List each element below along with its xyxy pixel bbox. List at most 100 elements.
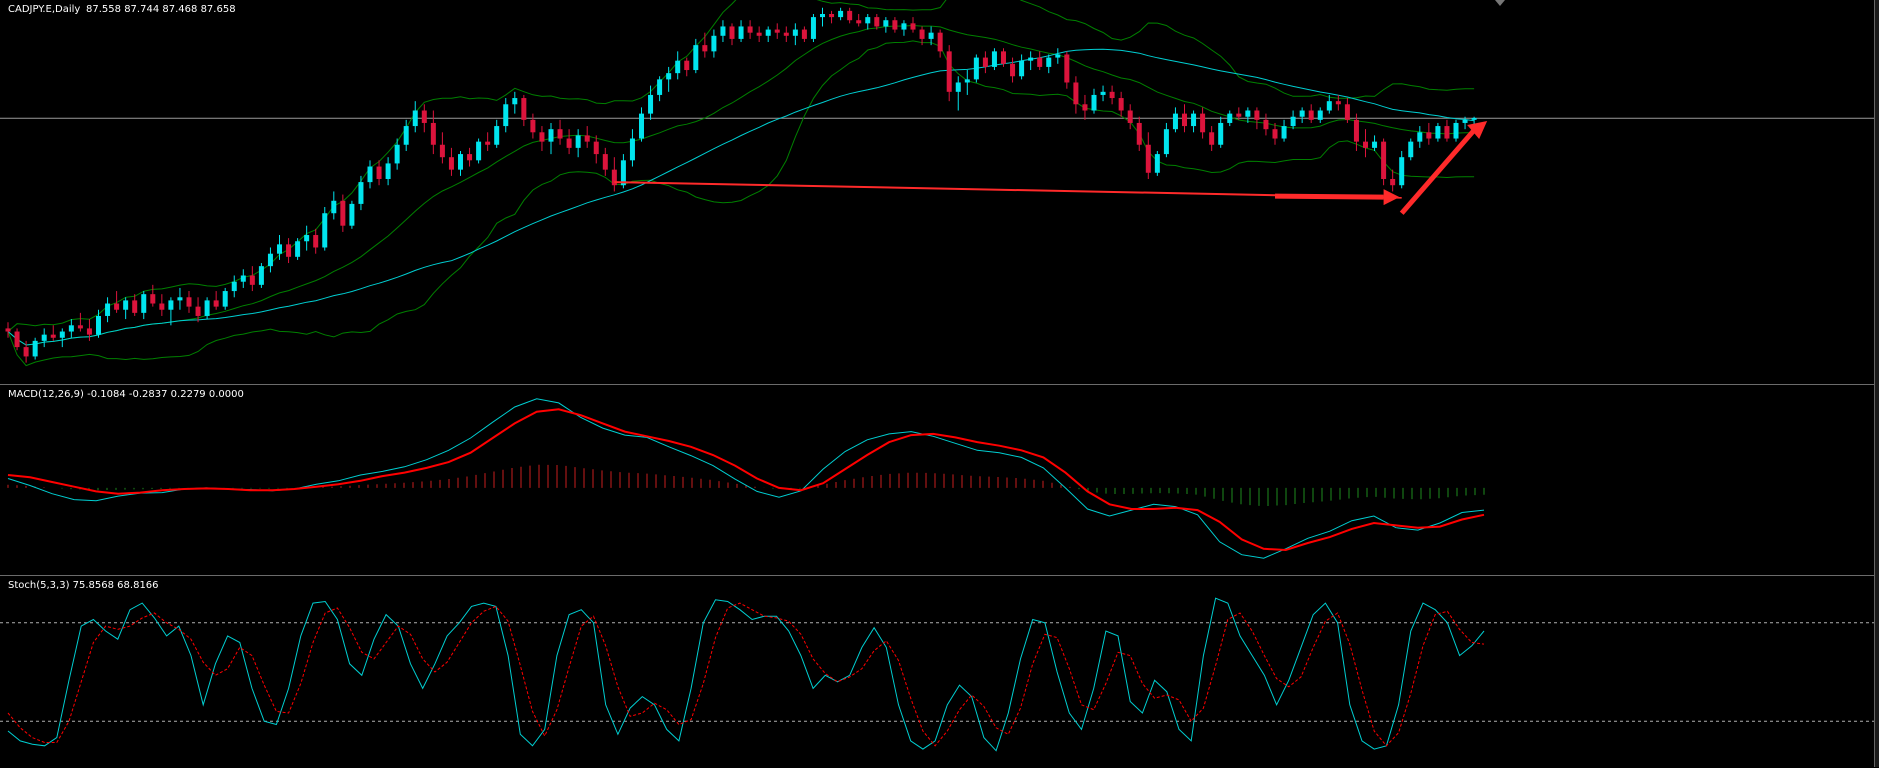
candle-body [810,17,816,39]
candle-body [973,57,979,80]
stochastic-main-line [7,597,1485,752]
candle-body [96,315,101,335]
candle-body [593,141,599,155]
stochastic-chart[interactable] [0,576,1875,768]
candle-body [602,154,608,170]
candle-body [1462,119,1468,123]
candle-body [720,26,726,36]
candle-body [41,334,47,341]
candle-body [1399,157,1405,186]
candle-body [476,141,482,161]
candle-body [711,35,717,52]
candle-body [286,244,292,257]
bollinger-upper-band [7,0,1475,332]
uptrend-arrow-shaft [1399,127,1478,215]
candle-body [204,300,210,316]
stochastic-pane[interactable]: Stoch(5,3,3) 75.8568 68.8166 [0,575,1879,767]
macd-pane[interactable]: MACD(12,26,9) -0.1084 -0.2837 0.2279 0.0… [0,384,1879,574]
horizontal-arrow-shaft [1274,193,1384,200]
candle-body [1136,122,1142,145]
candle-body [919,29,925,39]
candle-body [439,144,445,158]
candle-body [1272,129,1278,139]
candle-body [132,300,138,313]
candle-body [1390,178,1396,186]
candle-body [458,154,463,170]
candle-body [50,334,56,338]
candle-body [213,300,219,307]
candle-body [32,340,38,357]
candle-body [666,73,672,80]
price-pane[interactable]: CADJPY.E,Daily 87.558 87.744 87.468 87.6… [0,0,1879,383]
candle-body [1227,113,1233,123]
candle-body [639,113,644,139]
candle-body [394,144,400,164]
candle-body [5,328,11,332]
candle-body [249,275,255,285]
candle-body [412,110,418,127]
candle-body [928,32,934,39]
candle-body [765,29,771,36]
candle-body [168,300,174,310]
candle-body [1444,126,1450,139]
candle-body [159,303,165,310]
candle-body [1145,144,1151,173]
ohlc-open: 87.558 [86,4,121,15]
ohlc-low: 87.468 [162,4,198,15]
macd-signal-line [7,408,1485,552]
candle-body [59,331,65,338]
candle-body [1245,110,1251,117]
candle-body [1172,113,1178,130]
candle-body [421,110,427,123]
candle-body [367,166,373,183]
candle-body [1163,129,1169,155]
candle-body [1118,98,1124,111]
candle-body [195,306,201,316]
candle-body [1335,101,1341,105]
candle-body [702,45,708,52]
candle-body [1299,110,1305,117]
candle-body [584,135,590,142]
candle-body [548,129,554,142]
candle-body [1353,119,1359,142]
candle-body [240,275,246,282]
candle-body [738,26,744,39]
candle-body [946,51,952,92]
candle-body [774,29,780,33]
price-chart-title: CADJPY.E,Daily [8,4,81,15]
candle-body [1263,119,1269,130]
ohlc-close: 87.658 [200,4,236,15]
candle-body [1218,122,1224,145]
candle-body [1344,104,1350,120]
candle-body [1191,113,1197,127]
stochastic-title: Stoch(5,3,3) 75.8568 68.8166 [8,580,159,591]
candle-body [910,23,916,30]
candle-body [838,10,844,18]
candle-body [340,200,346,226]
candle-body [1290,116,1296,127]
candle-body [231,281,237,292]
candle-body [1363,141,1368,148]
candle-body [258,266,264,285]
candle-body [620,160,626,186]
candlestick-chart[interactable] [0,0,1875,383]
chart-shift-marker[interactable] [1495,0,1505,6]
candle-body [1254,110,1260,120]
candle-body [1408,141,1414,158]
macd-chart[interactable] [0,385,1875,575]
candle-body [114,303,120,310]
support-trendline [614,181,1402,199]
candle-body [86,328,92,335]
candle-body [955,82,961,92]
candle-body [1100,91,1106,95]
candle-body [566,138,572,148]
candle-body [1037,57,1043,67]
candle-body [1001,51,1006,64]
candle-body [1417,132,1423,142]
candle-body [657,79,663,95]
uptrend-arrow-head [1467,120,1488,139]
candle-body [385,163,391,179]
candle-body [494,126,500,145]
candle-body [141,294,147,313]
candle-body [747,26,753,33]
